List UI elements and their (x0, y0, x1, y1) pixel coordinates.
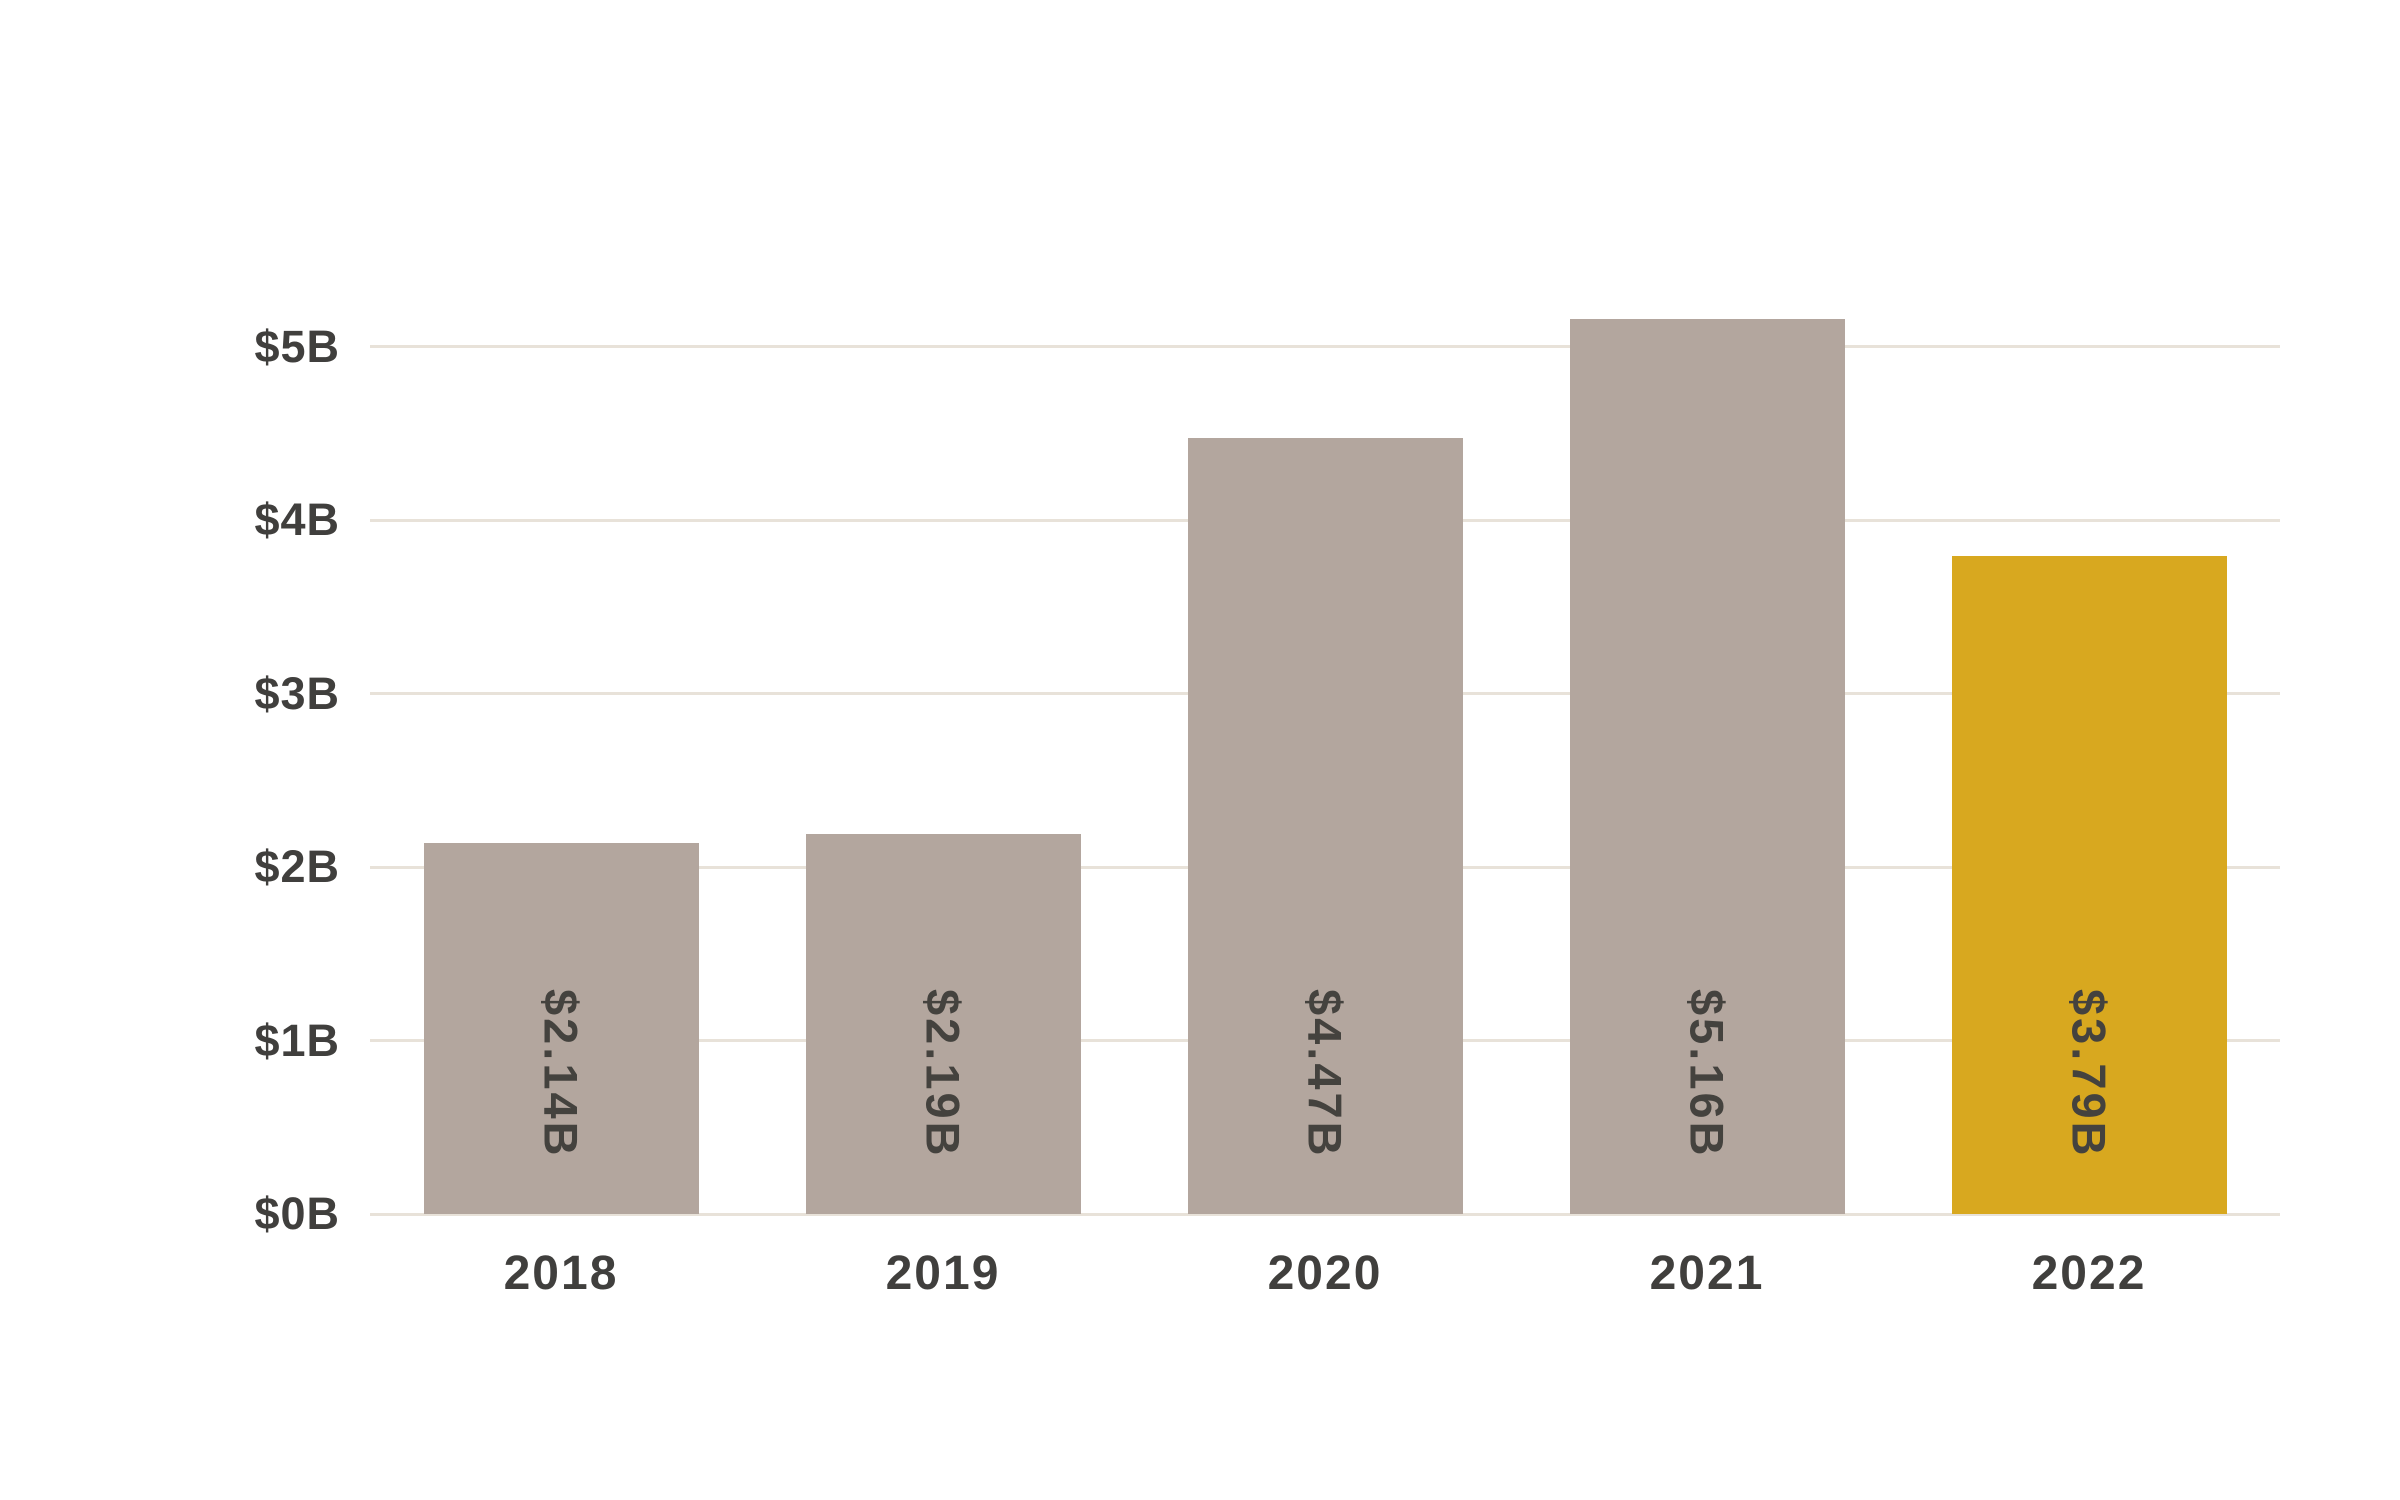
bar-value-label: $2.14B (534, 989, 588, 1159)
bar-value-label: $5.16B (1680, 989, 1734, 1159)
x-axis-tick-label-2019: 2019 (885, 1247, 1001, 1300)
y-axis-tick-label: $5B (254, 320, 340, 372)
y-axis-tick-label: $1B (254, 1014, 340, 1066)
bar-2022: $3.79B (1951, 556, 2227, 1214)
bar-2021: $5.16B (1569, 318, 1845, 1214)
y-axis-tick-label: $2B (254, 841, 340, 892)
bar-value-label: $3.79B (2062, 989, 2116, 1159)
bar-value-label: $2.19B (916, 989, 970, 1159)
y-axis-tick-label: $0B (254, 1188, 340, 1239)
bar-2018: $2.14B (423, 842, 699, 1214)
y-axis-tick-label: $3B (254, 667, 340, 719)
gridline-$5B (370, 345, 2280, 348)
gridline-$0B (370, 1212, 2280, 1216)
x-axis-tick-label-2022: 2022 (2031, 1247, 2147, 1300)
y-axis-tick-label: $4B (254, 494, 340, 545)
bar-value-label: $4.47B (1298, 989, 1352, 1159)
x-axis-tick-label-2020: 2020 (1267, 1247, 1383, 1300)
x-axis-tick-label-2021: 2021 (1649, 1247, 1765, 1300)
x-axis-tick-label-2018: 2018 (503, 1247, 619, 1300)
bar-2019: $2.19B (805, 834, 1081, 1214)
bar-2020: $4.47B (1187, 438, 1463, 1214)
